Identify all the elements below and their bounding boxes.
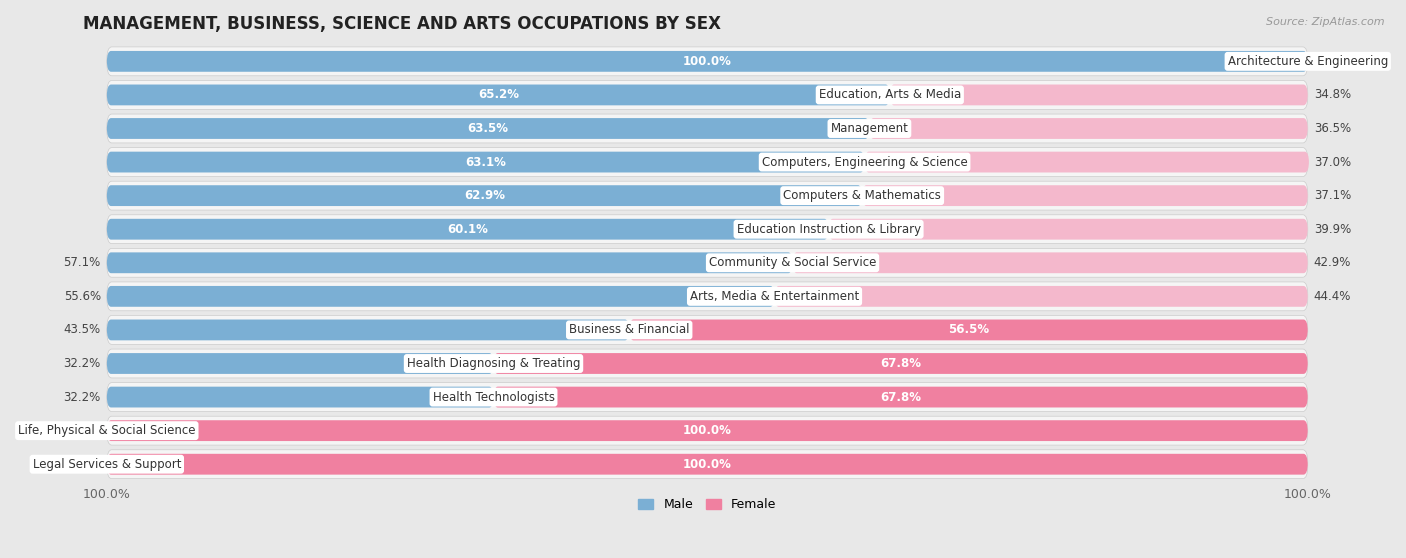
FancyBboxPatch shape [107,152,865,172]
Text: 56.5%: 56.5% [948,324,988,336]
FancyBboxPatch shape [107,84,890,105]
FancyBboxPatch shape [107,353,494,374]
FancyBboxPatch shape [107,454,1308,475]
Text: 67.8%: 67.8% [880,357,921,370]
FancyBboxPatch shape [107,51,1308,72]
FancyBboxPatch shape [107,118,869,139]
Text: Life, Physical & Social Science: Life, Physical & Social Science [18,424,195,437]
Text: 63.1%: 63.1% [465,156,506,169]
FancyBboxPatch shape [107,383,1308,411]
Text: Source: ZipAtlas.com: Source: ZipAtlas.com [1267,17,1385,27]
FancyBboxPatch shape [107,450,1308,479]
Text: 42.9%: 42.9% [1313,256,1351,270]
Text: Computers & Mathematics: Computers & Mathematics [783,189,941,202]
Text: 0.0%: 0.0% [1313,55,1343,68]
FancyBboxPatch shape [107,416,1308,445]
FancyBboxPatch shape [107,148,1308,176]
Text: 67.8%: 67.8% [880,391,921,403]
FancyBboxPatch shape [494,353,1308,374]
Text: 63.5%: 63.5% [468,122,509,135]
FancyBboxPatch shape [862,185,1308,206]
FancyBboxPatch shape [107,114,1308,143]
FancyBboxPatch shape [107,252,793,273]
FancyBboxPatch shape [107,185,862,206]
Text: Education Instruction & Library: Education Instruction & Library [737,223,921,235]
Text: 55.6%: 55.6% [63,290,101,303]
Text: Business & Financial: Business & Financial [569,324,689,336]
Text: 0.0%: 0.0% [72,458,101,471]
FancyBboxPatch shape [630,320,1308,340]
Text: 100.0%: 100.0% [683,55,731,68]
FancyBboxPatch shape [865,152,1309,172]
FancyBboxPatch shape [107,47,1308,76]
Text: 32.2%: 32.2% [63,357,101,370]
Text: Community & Social Service: Community & Social Service [709,256,876,270]
Text: 37.0%: 37.0% [1313,156,1351,169]
Text: 65.2%: 65.2% [478,88,519,102]
FancyBboxPatch shape [107,286,775,307]
FancyBboxPatch shape [869,118,1308,139]
FancyBboxPatch shape [107,349,1308,378]
FancyBboxPatch shape [107,420,1308,441]
FancyBboxPatch shape [890,84,1308,105]
Text: 34.8%: 34.8% [1313,88,1351,102]
FancyBboxPatch shape [107,282,1308,311]
FancyBboxPatch shape [107,320,630,340]
Text: 43.5%: 43.5% [63,324,101,336]
Text: 62.9%: 62.9% [464,189,505,202]
FancyBboxPatch shape [828,219,1308,239]
FancyBboxPatch shape [107,315,1308,344]
Text: 0.0%: 0.0% [72,424,101,437]
FancyBboxPatch shape [775,286,1308,307]
Text: 57.1%: 57.1% [63,256,101,270]
Text: 36.5%: 36.5% [1313,122,1351,135]
Text: Health Diagnosing & Treating: Health Diagnosing & Treating [406,357,581,370]
Text: Management: Management [831,122,908,135]
Text: 60.1%: 60.1% [447,223,488,235]
Text: 100.0%: 100.0% [683,424,731,437]
FancyBboxPatch shape [107,80,1308,109]
Text: Legal Services & Support: Legal Services & Support [32,458,181,471]
FancyBboxPatch shape [107,181,1308,210]
Text: Arts, Media & Entertainment: Arts, Media & Entertainment [690,290,859,303]
FancyBboxPatch shape [107,215,1308,244]
Text: 37.1%: 37.1% [1313,189,1351,202]
Text: Health Technologists: Health Technologists [433,391,554,403]
Text: 39.9%: 39.9% [1313,223,1351,235]
Legend: Male, Female: Male, Female [634,493,782,516]
FancyBboxPatch shape [793,252,1308,273]
Text: 44.4%: 44.4% [1313,290,1351,303]
Text: Computers, Engineering & Science: Computers, Engineering & Science [762,156,967,169]
Text: Architecture & Engineering: Architecture & Engineering [1227,55,1388,68]
Text: 100.0%: 100.0% [683,458,731,471]
Text: Education, Arts & Media: Education, Arts & Media [818,88,960,102]
FancyBboxPatch shape [107,219,828,239]
FancyBboxPatch shape [494,387,1308,407]
Text: MANAGEMENT, BUSINESS, SCIENCE AND ARTS OCCUPATIONS BY SEX: MANAGEMENT, BUSINESS, SCIENCE AND ARTS O… [83,15,721,33]
FancyBboxPatch shape [107,248,1308,277]
Text: 32.2%: 32.2% [63,391,101,403]
FancyBboxPatch shape [107,387,494,407]
